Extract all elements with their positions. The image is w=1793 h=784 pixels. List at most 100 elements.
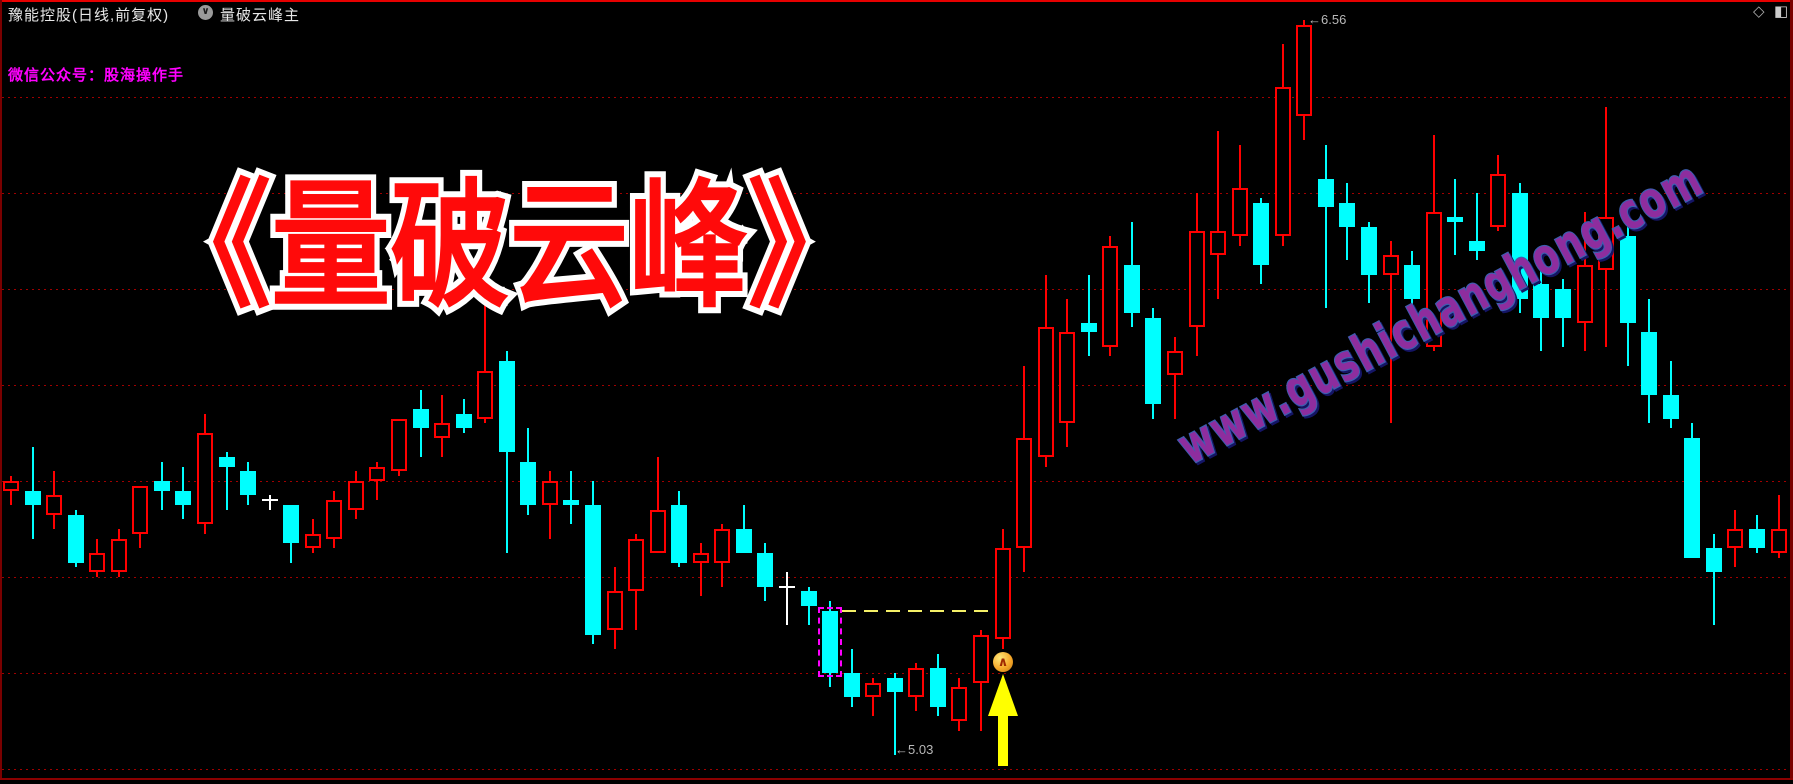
candle-body <box>390 418 407 472</box>
candle-body <box>1748 529 1765 549</box>
wechat-account-label: 微信公众号：股海操作手 <box>8 67 185 84</box>
candle-body <box>1102 245 1119 347</box>
candle-body <box>240 471 257 496</box>
candle-wick <box>785 572 788 625</box>
candle-wick <box>376 461 379 501</box>
candle-wick <box>1324 145 1327 309</box>
indicator-dropdown-icon[interactable]: ∨ <box>198 5 213 20</box>
candle-wick <box>1712 533 1715 625</box>
candle-body <box>1490 173 1507 227</box>
candle-body <box>1166 351 1183 376</box>
window-border-right <box>1790 0 1793 780</box>
candle-body <box>1662 394 1679 419</box>
candle-body <box>1360 226 1377 275</box>
candle-body <box>1016 437 1033 549</box>
gridline <box>2 769 1790 770</box>
candle-body <box>132 485 149 534</box>
candle-wick <box>225 452 228 510</box>
big-title-text: 《量破云峰》 <box>152 166 867 327</box>
split-window-icon[interactable]: ◧ <box>1774 3 1789 20</box>
candle-body <box>865 682 882 697</box>
candle-body <box>369 466 386 481</box>
buy-signal-icon: ∧ <box>993 652 1013 672</box>
candle-body <box>304 533 321 549</box>
candle-body <box>218 457 235 467</box>
candle-body <box>541 481 558 505</box>
candle-body <box>1770 529 1787 553</box>
candle-body <box>1554 289 1571 318</box>
candle-body <box>886 677 903 693</box>
candle-wick <box>505 351 508 553</box>
window-border-left <box>0 0 2 780</box>
candle-body <box>110 538 127 573</box>
candle-body <box>1188 231 1205 328</box>
candle-wick <box>1173 337 1176 419</box>
candle-body <box>1080 322 1097 333</box>
gridline <box>2 673 1790 674</box>
candle-body <box>714 529 731 563</box>
candle-body <box>1511 193 1528 299</box>
signal-candle-box <box>818 606 843 677</box>
candle-body <box>649 509 666 553</box>
candle-body <box>3 481 19 491</box>
candle-body <box>1253 202 1270 265</box>
stock-title: 豫能控股(日线,前复权) <box>8 7 170 24</box>
candle-body <box>628 538 645 592</box>
candle-wick <box>872 677 875 717</box>
diamond-icon[interactable]: ◇ <box>1753 3 1765 20</box>
candle-body <box>1576 265 1593 323</box>
candle-body <box>1727 529 1744 549</box>
candle-body <box>455 413 472 429</box>
candle-body <box>434 423 451 438</box>
gridline <box>2 193 1790 194</box>
candle-wick <box>699 543 702 597</box>
breakout-dashed-line <box>842 609 995 612</box>
candle-body <box>1641 332 1658 395</box>
candle-body <box>929 668 946 707</box>
candle-body <box>175 490 192 505</box>
candle-body <box>326 500 343 539</box>
candle-body <box>477 370 494 419</box>
candle-wick <box>893 673 896 755</box>
candle-wick <box>1475 193 1478 261</box>
candle-body <box>1533 284 1550 318</box>
candle-wick <box>656 457 659 553</box>
candle-body <box>46 495 63 515</box>
candle-body <box>1210 231 1227 256</box>
candle-body <box>606 591 623 630</box>
candle-body <box>1231 188 1248 237</box>
up-arrow-icon <box>988 674 1018 716</box>
candle-body <box>800 591 817 606</box>
candle-body <box>24 490 41 505</box>
candle-body <box>822 610 839 673</box>
candle-body <box>153 481 170 491</box>
candle-body <box>692 553 709 563</box>
candle-body <box>671 505 688 563</box>
candle-wick <box>1389 241 1392 424</box>
candle-body <box>1598 217 1615 270</box>
gridline <box>2 577 1790 578</box>
candle-body <box>67 514 84 563</box>
candle-body <box>412 409 429 429</box>
low-price-label: ←5.03 <box>895 742 934 757</box>
candle-body <box>1145 317 1162 405</box>
candle-body <box>1296 25 1313 117</box>
candle-body <box>778 585 795 588</box>
window-border-top <box>0 0 1793 2</box>
candle-body <box>89 553 106 573</box>
candle-body <box>584 505 601 635</box>
watermark: www.gushichanghong.com <box>1167 148 1713 476</box>
candle-body <box>196 433 213 525</box>
candle-body <box>757 553 774 587</box>
candle-wick <box>570 471 573 525</box>
gridline <box>2 97 1790 98</box>
candle-body <box>1059 332 1076 424</box>
candle-body <box>1274 87 1291 237</box>
candle-body <box>735 529 752 553</box>
up-arrow-shaft <box>998 714 1008 766</box>
indicator-name[interactable]: 量破云峰主 <box>220 7 301 24</box>
candle-body <box>347 481 364 510</box>
candle-body <box>498 361 515 453</box>
